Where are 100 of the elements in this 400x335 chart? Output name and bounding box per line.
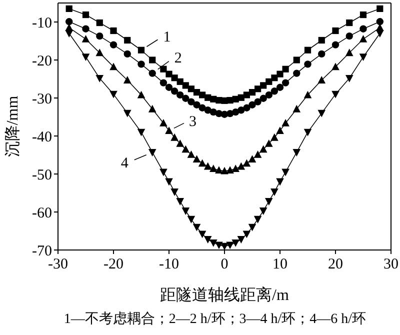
point bbox=[215, 242, 223, 250]
point bbox=[199, 92, 206, 98]
point bbox=[148, 104, 156, 112]
point bbox=[176, 140, 184, 147]
point bbox=[266, 78, 272, 85]
point bbox=[292, 149, 301, 156]
point bbox=[318, 50, 326, 58]
point bbox=[82, 25, 90, 32]
point bbox=[65, 30, 73, 38]
y-tick-label: -30 bbox=[32, 91, 52, 108]
point bbox=[293, 70, 300, 77]
x-tick-label: 30 bbox=[384, 256, 398, 273]
point bbox=[110, 27, 117, 34]
point bbox=[182, 94, 190, 102]
point bbox=[282, 79, 290, 86]
point bbox=[165, 178, 173, 186]
point bbox=[110, 90, 118, 98]
point bbox=[318, 36, 325, 44]
point bbox=[243, 92, 250, 98]
point bbox=[171, 74, 178, 82]
point bbox=[376, 30, 384, 38]
point bbox=[124, 50, 131, 58]
point bbox=[259, 145, 268, 153]
y-tick-label: -70 bbox=[32, 243, 52, 260]
point bbox=[138, 46, 145, 54]
point bbox=[170, 133, 178, 141]
point bbox=[318, 110, 326, 118]
point bbox=[345, 48, 354, 56]
point bbox=[346, 32, 353, 40]
point bbox=[110, 41, 118, 48]
x-tick-label: 0 bbox=[220, 256, 228, 273]
point bbox=[198, 159, 206, 167]
point bbox=[332, 90, 340, 98]
point bbox=[187, 150, 196, 158]
point bbox=[271, 74, 278, 82]
point bbox=[66, 5, 72, 12]
point bbox=[182, 82, 189, 89]
point bbox=[332, 27, 339, 34]
point bbox=[248, 224, 256, 232]
point bbox=[176, 91, 184, 99]
point bbox=[226, 110, 234, 118]
point bbox=[148, 70, 156, 77]
point bbox=[176, 78, 184, 85]
point bbox=[248, 89, 256, 96]
y-tick-label: -10 bbox=[32, 15, 52, 32]
point bbox=[160, 79, 168, 86]
point bbox=[96, 32, 104, 40]
point bbox=[96, 48, 104, 56]
point bbox=[220, 166, 228, 174]
point bbox=[276, 126, 284, 134]
point bbox=[198, 230, 206, 238]
x-tick-label: -10 bbox=[159, 256, 179, 273]
point bbox=[232, 239, 240, 247]
point bbox=[270, 133, 278, 141]
point bbox=[292, 104, 301, 112]
point bbox=[137, 128, 146, 136]
point bbox=[123, 76, 132, 84]
x-tick-label: 10 bbox=[272, 256, 288, 273]
point bbox=[360, 25, 367, 32]
point bbox=[237, 162, 246, 170]
legend-label: 2 bbox=[174, 50, 182, 67]
point bbox=[170, 188, 178, 196]
point bbox=[304, 46, 312, 54]
point bbox=[220, 242, 228, 250]
point bbox=[170, 88, 178, 95]
point bbox=[270, 188, 278, 196]
point bbox=[265, 91, 272, 99]
point bbox=[260, 94, 267, 102]
text: 1—不考虑耦合；2—2 h/环；3—4 h/环；4—6 h/环 bbox=[62, 310, 368, 328]
y-tick-label: -60 bbox=[32, 205, 52, 222]
point bbox=[96, 74, 104, 82]
point bbox=[188, 98, 195, 106]
point bbox=[124, 36, 131, 44]
point bbox=[138, 60, 145, 68]
point bbox=[166, 70, 172, 78]
point bbox=[282, 66, 289, 72]
legend-label: 1 bbox=[163, 29, 171, 46]
x-axis-title: 距隧道轴线距离/m bbox=[160, 286, 290, 304]
point bbox=[304, 90, 312, 98]
point bbox=[270, 88, 278, 95]
point bbox=[260, 82, 267, 89]
x-tick-label: -20 bbox=[104, 256, 124, 273]
point bbox=[82, 11, 90, 18]
y-tick-label: -40 bbox=[32, 129, 52, 146]
y-tick-label: -50 bbox=[32, 167, 52, 184]
point bbox=[160, 168, 168, 176]
point bbox=[226, 166, 234, 174]
point bbox=[265, 140, 273, 147]
point bbox=[254, 216, 262, 224]
point bbox=[359, 54, 368, 62]
y-tick-label: -20 bbox=[32, 53, 52, 70]
point bbox=[359, 35, 368, 42]
point bbox=[276, 84, 284, 91]
point bbox=[123, 110, 132, 118]
point bbox=[182, 208, 190, 215]
point bbox=[293, 56, 300, 64]
point bbox=[282, 168, 290, 176]
point bbox=[304, 128, 312, 136]
point bbox=[66, 18, 73, 26]
point bbox=[243, 104, 250, 112]
